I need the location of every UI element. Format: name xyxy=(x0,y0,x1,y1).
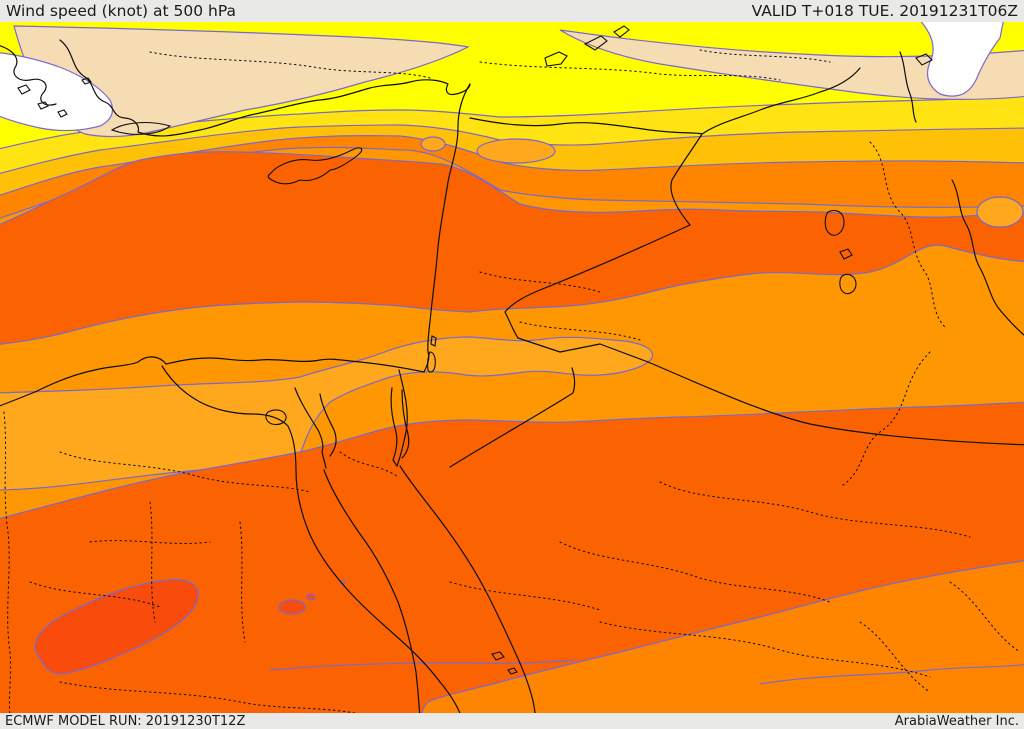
wind-speed-map xyxy=(0,22,1024,713)
nile-river xyxy=(161,365,461,713)
valid-time-label: VALID T+018 TUE. 20191231T06Z xyxy=(751,2,1018,20)
red-wind-maxima xyxy=(34,579,346,675)
dead-sea xyxy=(427,351,436,373)
status-bar: ECMWF MODEL RUN: 20191230T12Z ArabiaWeat… xyxy=(0,713,1024,729)
light-inset-blob xyxy=(976,196,1024,228)
light-blob-mid xyxy=(476,138,556,164)
rivers-and-lakes xyxy=(161,53,933,713)
country-borders xyxy=(396,67,1024,468)
contour-band-jet-north xyxy=(0,136,1024,345)
contour-corner-southeast xyxy=(421,560,1024,713)
wheat-patch-east xyxy=(559,29,1024,100)
light-blob-small xyxy=(420,136,446,152)
branding-label: ArabiaWeather Inc. xyxy=(894,713,1019,729)
title-bar: Wind speed (knot) at 500 hPa VALID T+018… xyxy=(0,0,1024,22)
model-run-label: ECMWF MODEL RUN: 20191230T12Z xyxy=(5,713,246,729)
fayoum-lake xyxy=(265,409,287,426)
map-title: Wind speed (knot) at 500 hPa xyxy=(6,2,237,20)
coastlines xyxy=(0,25,1024,713)
contour-detail-lines xyxy=(269,659,1024,685)
sea-of-galilee xyxy=(430,335,437,347)
contour-bands-north xyxy=(0,22,1024,219)
calm-patch-east xyxy=(920,22,1004,97)
lake-urmia xyxy=(824,209,857,295)
admin-boundaries-dotted xyxy=(3,49,1021,713)
calm-patch-aegean xyxy=(0,52,113,132)
map-canvas xyxy=(0,22,1024,713)
lake-van xyxy=(915,53,933,66)
